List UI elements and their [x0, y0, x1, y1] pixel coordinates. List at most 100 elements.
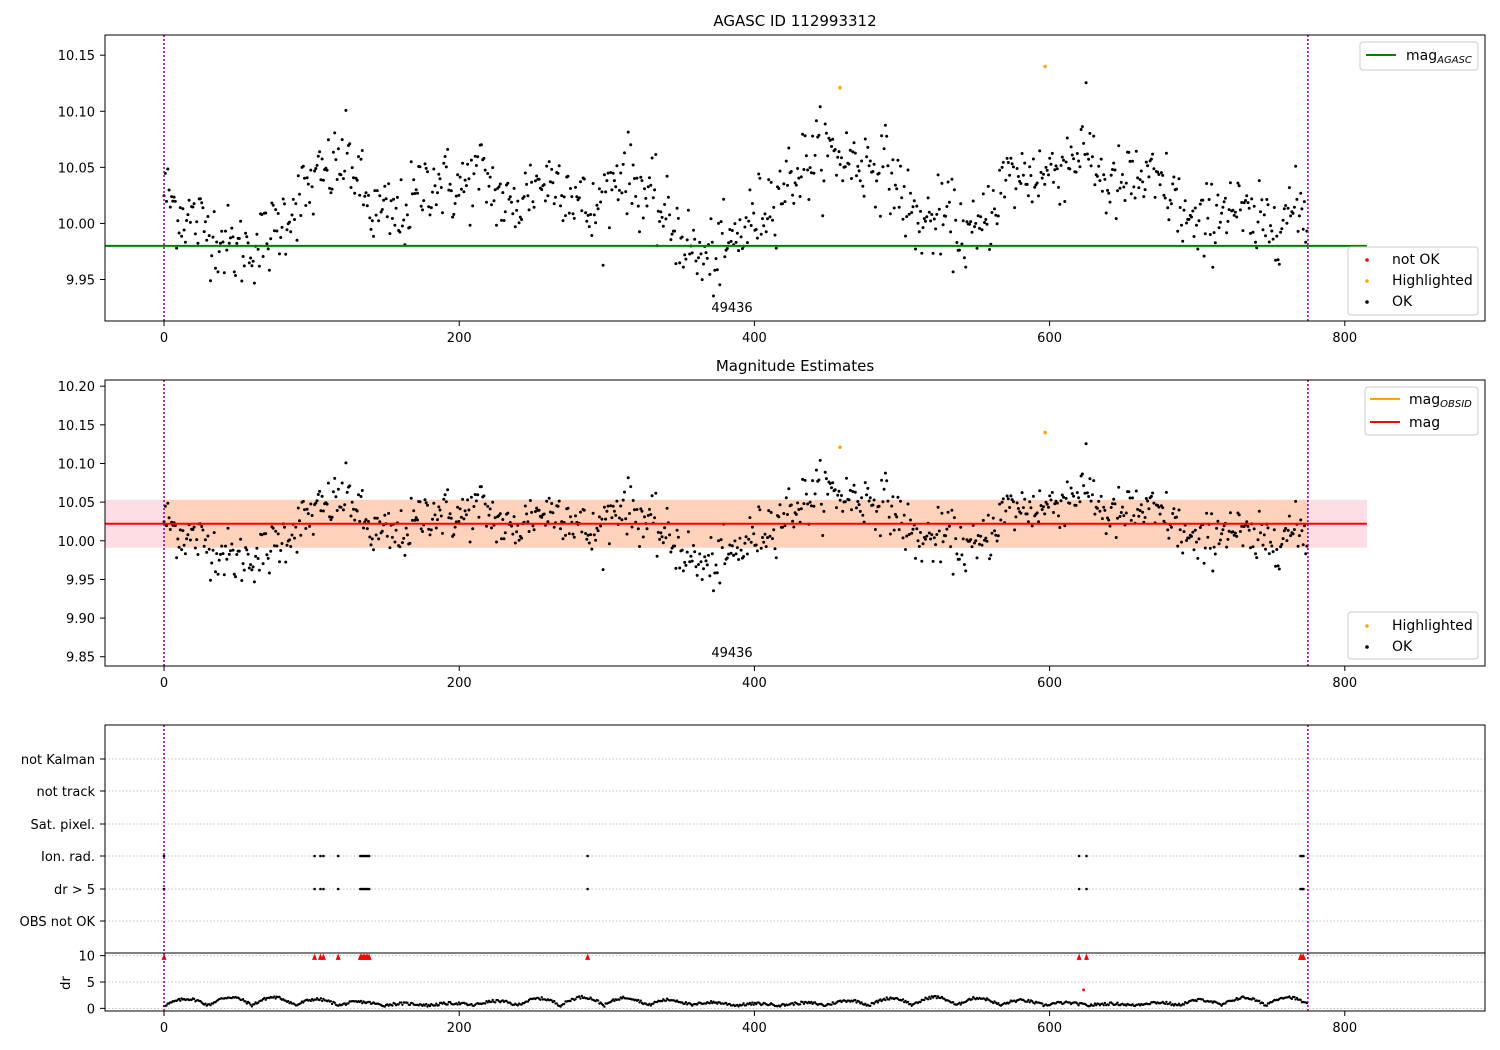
ok-point	[1249, 546, 1252, 550]
ok-point	[176, 537, 180, 541]
ok-point	[288, 538, 291, 542]
ok-point	[526, 194, 530, 198]
ok-point	[914, 556, 917, 560]
ok-point	[303, 176, 306, 180]
dr-point	[1220, 1004, 1223, 1007]
ok-point	[325, 502, 329, 506]
ok-point	[345, 490, 349, 494]
dr-point	[425, 1002, 428, 1006]
ok-point	[1254, 552, 1257, 556]
ok-point	[577, 196, 581, 200]
panel-agasc-frame	[104, 34, 1486, 322]
ok-point	[321, 178, 325, 182]
ok-point	[234, 575, 237, 579]
ok-point	[655, 554, 659, 558]
y-tick-label: 10.05	[58, 496, 95, 511]
ok-point	[710, 552, 714, 556]
ok-point	[768, 215, 772, 219]
ok-point	[955, 241, 959, 244]
ok-point	[166, 501, 170, 505]
ok-point	[1080, 472, 1084, 476]
ok-point	[344, 108, 348, 112]
ok-point	[239, 219, 243, 223]
ok-point	[759, 232, 763, 236]
ok-point	[929, 219, 933, 223]
dr-point	[539, 998, 542, 1001]
ok-point	[824, 131, 828, 135]
ok-point	[206, 215, 210, 218]
ok-point	[939, 560, 943, 564]
ok-point	[1299, 518, 1303, 522]
ok-point	[584, 211, 588, 215]
ok-point	[845, 131, 848, 135]
ok-point	[684, 563, 688, 567]
ok-point	[540, 515, 544, 519]
ok-point	[863, 481, 867, 485]
ok-point	[1129, 518, 1133, 522]
ok-point	[1107, 518, 1111, 522]
ok-point	[299, 533, 303, 537]
ok-point	[170, 195, 174, 199]
ok-point	[200, 201, 204, 205]
panel-agasc-legend-bottom: not OK Highlighted OK	[1347, 246, 1479, 316]
ok-point	[781, 525, 784, 529]
ok-point	[988, 248, 991, 251]
ok-point	[279, 549, 283, 552]
dr-point	[1059, 1000, 1063, 1004]
dr-point	[1261, 1001, 1265, 1005]
ok-point	[601, 568, 605, 572]
ok-point	[951, 270, 955, 274]
ok-point	[767, 509, 771, 513]
ok-point	[988, 557, 991, 561]
ok-point	[702, 262, 705, 266]
ok-point	[973, 225, 976, 229]
ok-point	[1191, 209, 1195, 213]
ok-point	[658, 220, 662, 223]
ok-point	[438, 177, 442, 181]
ok-point	[1075, 491, 1079, 495]
ok-point	[339, 505, 343, 509]
ok-point	[1075, 152, 1079, 155]
ok-point	[207, 234, 211, 238]
dr-point	[951, 1001, 955, 1004]
ok-point	[353, 518, 357, 522]
ok-point	[457, 520, 461, 523]
ok-point	[877, 171, 881, 175]
ok-point	[173, 524, 177, 528]
ok-point	[1238, 208, 1242, 212]
ok-point	[1249, 231, 1252, 235]
ok-point	[1262, 213, 1266, 217]
ok-point	[531, 524, 535, 528]
ok-point	[796, 167, 800, 170]
ok-point	[453, 202, 457, 205]
ok-point	[1058, 202, 1062, 206]
ok-point	[638, 230, 641, 234]
dr-point	[1265, 1004, 1269, 1007]
ok-point	[186, 213, 190, 217]
ok-point	[229, 236, 232, 240]
ok-point	[945, 205, 949, 208]
dr-point	[888, 998, 891, 1001]
ok-point	[806, 168, 810, 172]
ok-point	[719, 538, 723, 542]
ok-point	[763, 532, 767, 536]
ok-point	[705, 256, 709, 260]
dr-point	[456, 1003, 459, 1006]
ok-point	[1084, 81, 1088, 85]
ok-point	[216, 270, 220, 274]
ok-point	[931, 251, 935, 255]
dr-point	[347, 1002, 350, 1005]
ok-point	[1033, 185, 1037, 189]
ok-point	[442, 497, 446, 501]
ok-point	[1231, 208, 1235, 212]
ok-point	[694, 565, 698, 569]
ok-point	[940, 511, 944, 515]
ok-point	[1112, 497, 1116, 501]
ok-point	[704, 251, 708, 255]
ok-point	[441, 211, 444, 215]
ok-point	[394, 528, 398, 532]
ok-point	[586, 213, 590, 217]
ok-point	[224, 229, 227, 233]
ok-point	[791, 193, 795, 197]
ok-point	[378, 520, 382, 524]
